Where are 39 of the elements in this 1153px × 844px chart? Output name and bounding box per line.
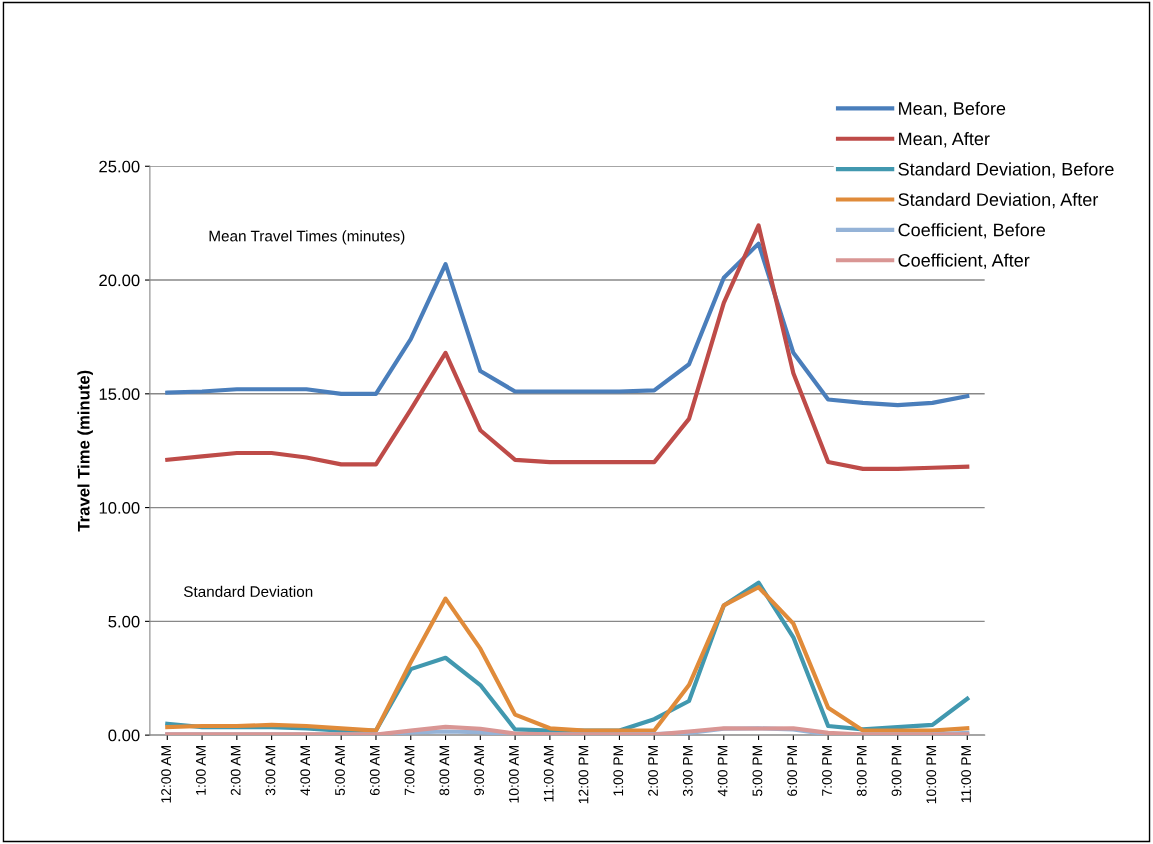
legend-label: Standard Deviation, Before <box>898 162 1114 178</box>
y-tick-label: 25.00 <box>99 160 140 173</box>
x-tick-label: 9:00 AM <box>474 745 485 796</box>
y-tick-label: 15.00 <box>99 388 140 401</box>
x-tick-label: 12:00 AM <box>161 745 172 803</box>
legend-label: Coefficient, Before <box>898 223 1046 239</box>
x-tick-label: 9:00 PM <box>891 745 902 796</box>
x-tick-label: 1:00 PM <box>613 745 624 796</box>
x-tick-label: 5:00 PM <box>752 745 763 797</box>
x-tick-label: 10:00 PM <box>926 745 937 804</box>
x-tick-label: 2:00 PM <box>648 745 658 796</box>
x-tick-label: 2:00 AM <box>230 745 241 796</box>
x-tick-label: 7:00 PM <box>822 745 832 796</box>
x-tick-label: 6:00 AM <box>369 745 380 796</box>
x-tick-label: 11:00 AM <box>543 745 554 802</box>
y-tick-label: 10.00 <box>99 501 140 514</box>
x-tick-label: 10:00 AM <box>509 745 519 803</box>
x-tick-label: 4:00 AM <box>300 745 311 796</box>
y-tick-label: 5.00 <box>108 615 140 628</box>
x-tick-label: 8:00 PM <box>856 745 867 796</box>
x-tick-label: 12:00 PM <box>578 745 589 804</box>
y-tick-label: 20.00 <box>99 274 140 287</box>
legend-label: Coefficient, After <box>898 253 1030 269</box>
annotation: Standard Deviation <box>183 585 313 598</box>
x-tick-label: 6:00 PM <box>787 745 798 796</box>
legend-label: Standard Deviation, After <box>898 192 1099 209</box>
x-tick-label: 8:00 AM <box>439 745 450 796</box>
x-tick-label: 11:00 PM <box>961 745 971 803</box>
y-axis-title: Travel Time (minute) <box>77 370 93 532</box>
x-tick-label: 7:00 AM <box>404 745 415 796</box>
annotation: Mean Travel Times (minutes) <box>209 230 405 245</box>
legend-label: Mean, After <box>899 132 990 148</box>
y-tick-label: 0.00 <box>108 729 140 742</box>
x-tick-label: 5:00 AM <box>335 745 345 796</box>
legend-label: Mean, Before <box>899 101 1006 118</box>
x-tick-label: 3:00 PM <box>682 745 693 797</box>
x-tick-label: 4:00 PM <box>717 745 728 797</box>
x-tick-label: 1:00 AM <box>195 745 206 795</box>
x-tick-label: 3:00 AM <box>265 745 276 796</box>
